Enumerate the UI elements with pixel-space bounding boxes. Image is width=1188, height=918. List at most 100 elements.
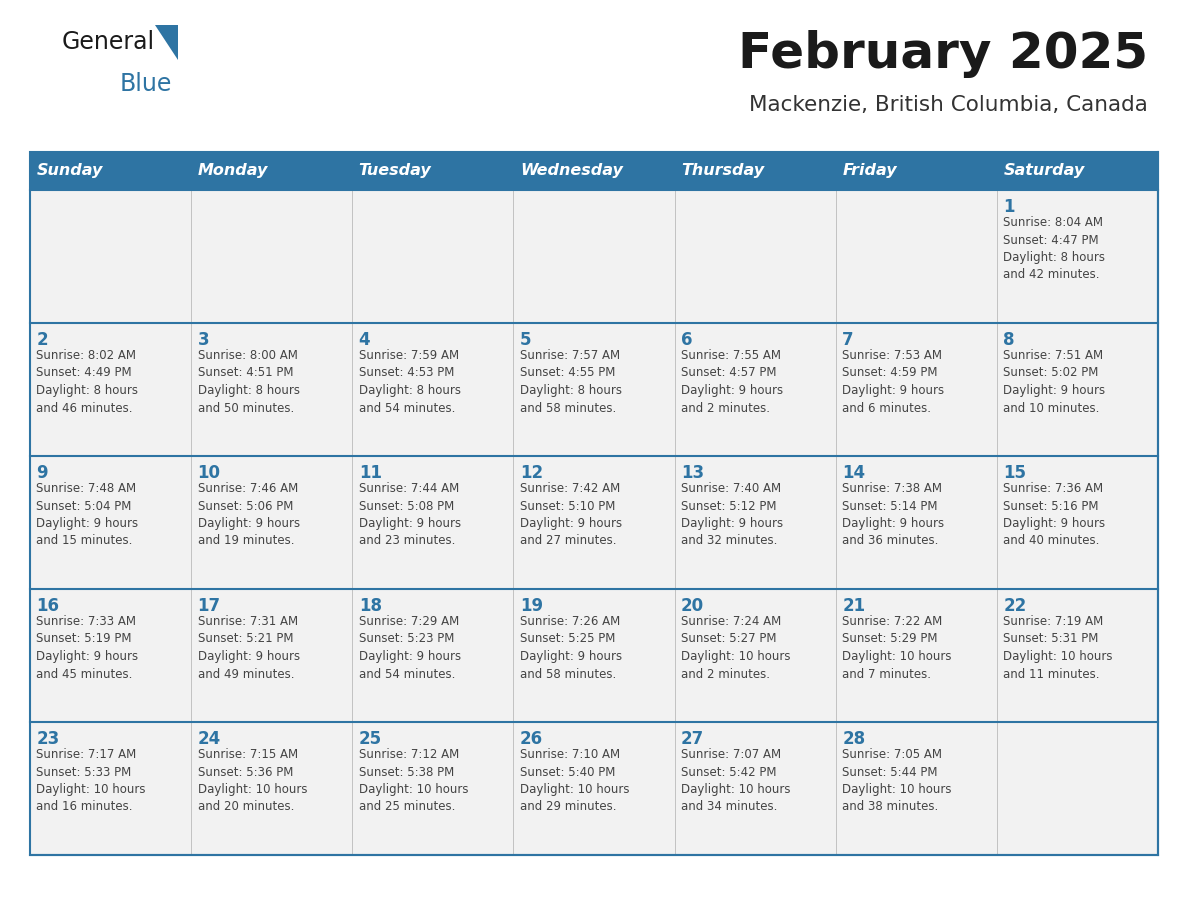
- Text: Daylight: 9 hours: Daylight: 9 hours: [842, 517, 944, 530]
- Bar: [835, 323, 997, 456]
- Text: Saturday: Saturday: [1004, 163, 1085, 178]
- Text: 27: 27: [681, 730, 704, 748]
- Text: 6: 6: [681, 331, 693, 349]
- Text: 25: 25: [359, 730, 381, 748]
- Text: Daylight: 10 hours: Daylight: 10 hours: [1004, 650, 1113, 663]
- Text: Daylight: 10 hours: Daylight: 10 hours: [359, 783, 468, 796]
- Text: Daylight: 9 hours: Daylight: 9 hours: [37, 517, 139, 530]
- Text: 28: 28: [842, 730, 865, 748]
- Text: Sunset: 5:06 PM: Sunset: 5:06 PM: [197, 499, 293, 512]
- Bar: [30, 152, 1158, 855]
- Text: Sunday: Sunday: [37, 163, 103, 178]
- Bar: [675, 722, 835, 855]
- Text: and 58 minutes.: and 58 minutes.: [520, 401, 617, 415]
- Text: Daylight: 9 hours: Daylight: 9 hours: [197, 650, 299, 663]
- Text: Daylight: 10 hours: Daylight: 10 hours: [197, 783, 307, 796]
- Bar: [997, 456, 1158, 589]
- Text: 19: 19: [520, 597, 543, 615]
- Text: 4: 4: [359, 331, 371, 349]
- Text: Sunset: 5:42 PM: Sunset: 5:42 PM: [681, 766, 777, 778]
- Text: Sunrise: 7:51 AM: Sunrise: 7:51 AM: [1004, 349, 1104, 362]
- Text: Daylight: 9 hours: Daylight: 9 hours: [1004, 384, 1105, 397]
- Bar: [997, 722, 1158, 855]
- Text: Tuesday: Tuesday: [359, 163, 431, 178]
- Text: Sunset: 5:23 PM: Sunset: 5:23 PM: [359, 633, 454, 645]
- Text: Sunrise: 7:05 AM: Sunrise: 7:05 AM: [842, 748, 942, 761]
- Text: Sunset: 5:02 PM: Sunset: 5:02 PM: [1004, 366, 1099, 379]
- Text: Sunrise: 7:17 AM: Sunrise: 7:17 AM: [37, 748, 137, 761]
- Text: 17: 17: [197, 597, 221, 615]
- Text: 5: 5: [520, 331, 531, 349]
- Text: Sunset: 5:12 PM: Sunset: 5:12 PM: [681, 499, 777, 512]
- Text: Daylight: 8 hours: Daylight: 8 hours: [37, 384, 139, 397]
- Text: Sunset: 5:40 PM: Sunset: 5:40 PM: [520, 766, 615, 778]
- Text: Daylight: 9 hours: Daylight: 9 hours: [520, 650, 623, 663]
- Text: 10: 10: [197, 464, 221, 482]
- Bar: [191, 190, 353, 323]
- Text: Sunrise: 7:38 AM: Sunrise: 7:38 AM: [842, 482, 942, 495]
- Text: 2: 2: [37, 331, 48, 349]
- Text: and 27 minutes.: and 27 minutes.: [520, 534, 617, 547]
- Text: Sunset: 4:47 PM: Sunset: 4:47 PM: [1004, 233, 1099, 247]
- Text: 23: 23: [37, 730, 59, 748]
- Bar: [30, 190, 191, 323]
- Text: 11: 11: [359, 464, 381, 482]
- Text: Daylight: 9 hours: Daylight: 9 hours: [37, 650, 139, 663]
- Text: Sunrise: 8:04 AM: Sunrise: 8:04 AM: [1004, 216, 1104, 229]
- Text: Daylight: 9 hours: Daylight: 9 hours: [842, 384, 944, 397]
- Bar: [675, 190, 835, 323]
- Text: Sunrise: 7:40 AM: Sunrise: 7:40 AM: [681, 482, 782, 495]
- Text: Sunset: 5:33 PM: Sunset: 5:33 PM: [37, 766, 132, 778]
- Text: Sunrise: 8:00 AM: Sunrise: 8:00 AM: [197, 349, 297, 362]
- Text: Sunrise: 7:19 AM: Sunrise: 7:19 AM: [1004, 615, 1104, 628]
- Text: and 10 minutes.: and 10 minutes.: [1004, 401, 1100, 415]
- Text: Daylight: 10 hours: Daylight: 10 hours: [681, 650, 790, 663]
- Text: February 2025: February 2025: [738, 30, 1148, 78]
- Text: and 46 minutes.: and 46 minutes.: [37, 401, 133, 415]
- Bar: [997, 589, 1158, 722]
- Bar: [835, 589, 997, 722]
- Bar: [835, 190, 997, 323]
- Text: and 15 minutes.: and 15 minutes.: [37, 534, 133, 547]
- Bar: [191, 323, 353, 456]
- Text: 13: 13: [681, 464, 704, 482]
- Text: 26: 26: [520, 730, 543, 748]
- Bar: [513, 722, 675, 855]
- Bar: [513, 323, 675, 456]
- Text: Sunrise: 7:12 AM: Sunrise: 7:12 AM: [359, 748, 459, 761]
- Text: Sunrise: 7:24 AM: Sunrise: 7:24 AM: [681, 615, 782, 628]
- Text: 7: 7: [842, 331, 854, 349]
- Bar: [835, 456, 997, 589]
- Text: and 11 minutes.: and 11 minutes.: [1004, 667, 1100, 680]
- Text: Daylight: 8 hours: Daylight: 8 hours: [197, 384, 299, 397]
- Text: Sunset: 4:49 PM: Sunset: 4:49 PM: [37, 366, 132, 379]
- Text: 3: 3: [197, 331, 209, 349]
- Bar: [353, 722, 513, 855]
- Bar: [353, 589, 513, 722]
- Text: and 2 minutes.: and 2 minutes.: [681, 667, 770, 680]
- Text: Sunrise: 7:31 AM: Sunrise: 7:31 AM: [197, 615, 298, 628]
- Bar: [513, 456, 675, 589]
- Bar: [997, 190, 1158, 323]
- Text: Sunrise: 7:53 AM: Sunrise: 7:53 AM: [842, 349, 942, 362]
- Text: Sunset: 5:16 PM: Sunset: 5:16 PM: [1004, 499, 1099, 512]
- Text: 9: 9: [37, 464, 48, 482]
- Bar: [513, 589, 675, 722]
- Text: Sunrise: 7:42 AM: Sunrise: 7:42 AM: [520, 482, 620, 495]
- Text: and 34 minutes.: and 34 minutes.: [681, 800, 777, 813]
- Text: Sunrise: 7:46 AM: Sunrise: 7:46 AM: [197, 482, 298, 495]
- Text: Sunrise: 7:57 AM: Sunrise: 7:57 AM: [520, 349, 620, 362]
- Text: Daylight: 8 hours: Daylight: 8 hours: [1004, 251, 1105, 264]
- Text: and 29 minutes.: and 29 minutes.: [520, 800, 617, 813]
- Text: Wednesday: Wednesday: [520, 163, 623, 178]
- Bar: [675, 456, 835, 589]
- Bar: [835, 722, 997, 855]
- Text: and 19 minutes.: and 19 minutes.: [197, 534, 295, 547]
- Bar: [353, 456, 513, 589]
- Text: and 40 minutes.: and 40 minutes.: [1004, 534, 1100, 547]
- Text: and 32 minutes.: and 32 minutes.: [681, 534, 777, 547]
- Bar: [513, 190, 675, 323]
- Text: and 54 minutes.: and 54 minutes.: [359, 667, 455, 680]
- Bar: [675, 589, 835, 722]
- Text: Blue: Blue: [120, 72, 172, 96]
